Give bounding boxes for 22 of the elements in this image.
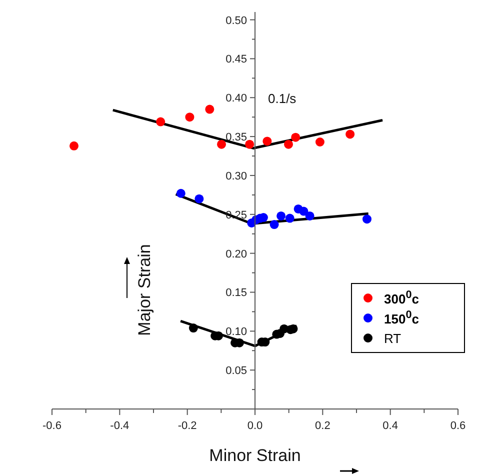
y-tick-label: 0.35 xyxy=(226,132,247,144)
legend-label: 300$^{0}$c xyxy=(384,289,419,307)
annotation: 0.1/s xyxy=(268,91,297,106)
y-tick-label: 0.45 xyxy=(226,54,247,66)
y-tick-label: 0.05 xyxy=(226,365,247,378)
y-tick-label: 0.50 xyxy=(226,14,247,27)
x-tick-label: -0.4 xyxy=(110,420,130,432)
x-tick-label: -0.2 xyxy=(178,420,197,432)
y-tick-label: 0.10 xyxy=(226,326,247,338)
x-tick-label: 0.6 xyxy=(450,420,466,432)
x-tick-label: 0.0 xyxy=(247,420,263,432)
x-axis-title: Minor Strain xyxy=(209,446,301,465)
legend-label: RT xyxy=(384,330,402,346)
x-tick-label: 0.2 xyxy=(315,420,330,432)
y-tick-label: 0.40 xyxy=(226,92,247,105)
x-tick-label: -0.6 xyxy=(42,420,62,432)
legend-label: 150$^{0}$c xyxy=(384,309,419,327)
y-axis-title: Major Strain xyxy=(135,244,154,336)
x-tick-label: 0.4 xyxy=(382,420,398,432)
y-tick-label: 0.20 xyxy=(226,248,247,260)
y-tick-label: 0.15 xyxy=(226,287,247,300)
y-tick-label: 0.30 xyxy=(226,170,247,182)
